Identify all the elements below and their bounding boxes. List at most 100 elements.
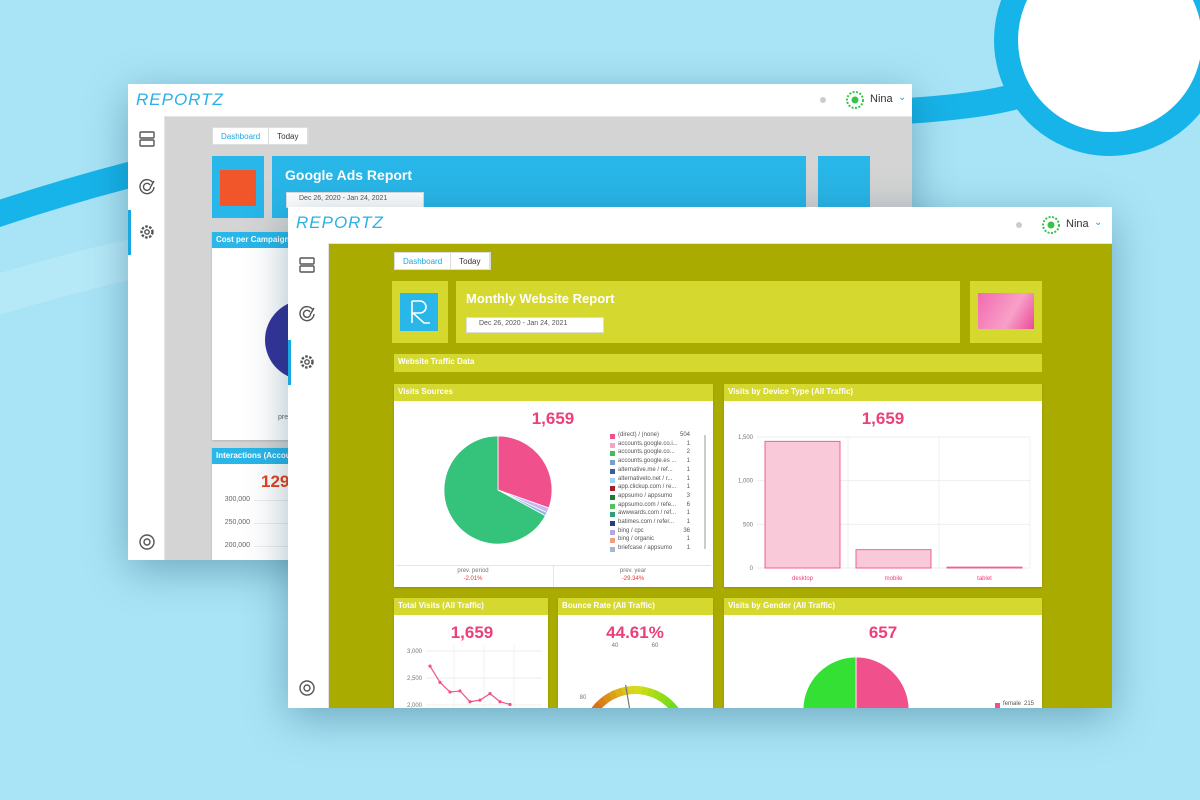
legend-label: accounts.google.co.i... xyxy=(618,440,678,447)
gauge-band xyxy=(592,701,603,708)
header xyxy=(128,84,912,117)
pie-slice xyxy=(497,435,553,509)
kpi-value: 1,659 xyxy=(861,409,905,428)
legend-label: bing / organic xyxy=(618,536,655,543)
bar xyxy=(764,440,841,569)
sidebar-icon xyxy=(140,225,154,239)
gauge-band xyxy=(602,692,613,704)
user-menu-chevron[interactable]: ⌄ xyxy=(898,92,907,103)
footer-label: prev. year xyxy=(619,568,647,574)
sidebar-icon xyxy=(299,305,315,322)
y-tick-label: 300,000 xyxy=(224,496,250,503)
legend-value: 1 xyxy=(686,475,690,482)
gauge-band xyxy=(652,690,663,701)
x-tick-label: mobile xyxy=(885,576,903,582)
legend-swatch xyxy=(610,468,615,474)
user-menu-chevron[interactable]: ⌄ xyxy=(1094,217,1103,228)
sidebar-icon xyxy=(139,178,155,195)
legend-label: bing / cpc xyxy=(618,527,644,534)
panel-header: Bounce Rate (All Traffic) xyxy=(558,598,713,615)
gauge-band xyxy=(596,696,608,708)
tab[interactable]: Dashboard xyxy=(213,128,270,144)
point xyxy=(508,702,512,707)
tab[interactable]: Dashboard xyxy=(395,253,452,269)
panel-header: Visits Sources xyxy=(394,384,713,401)
gauge-band xyxy=(662,697,674,708)
icon-shape xyxy=(143,538,151,546)
legend-swatch xyxy=(610,434,615,439)
legend-swatch xyxy=(610,477,615,483)
logo: REPORTZ xyxy=(136,90,224,109)
avatar xyxy=(846,91,864,109)
panel-header: Visits by Device Type (All Traffic) xyxy=(724,384,1042,401)
y-tick-label: 200,000 xyxy=(224,542,250,549)
line xyxy=(429,665,511,706)
point xyxy=(428,664,432,668)
user-name[interactable]: Nina xyxy=(870,93,893,105)
gauge-band xyxy=(646,687,657,698)
date-range[interactable]: Dec 26, 2020 - Jan 24, 2021 xyxy=(286,192,424,208)
legend-value: 1 xyxy=(686,484,690,491)
pie-slice xyxy=(443,435,547,545)
date-range[interactable]: Dec 26, 2020 - Jan 24, 2021 xyxy=(466,317,604,333)
avatar-core xyxy=(1047,221,1055,229)
section-header: Website Traffic Data xyxy=(394,354,1042,372)
legend-swatch xyxy=(610,486,615,492)
point xyxy=(438,680,442,684)
legend-label: briefcase / appsumo xyxy=(618,545,673,552)
y-tick-label: 1,500 xyxy=(738,435,754,441)
brand-logo xyxy=(400,293,438,331)
legend-label: (direct) / (none) xyxy=(618,432,660,438)
icon-shape xyxy=(299,265,315,273)
bounce-gauge: 40 60 80 xyxy=(580,643,679,708)
avatar xyxy=(1042,216,1060,234)
legend-label: appsumo / appsumo xyxy=(618,492,673,499)
y-tick-label: 0 xyxy=(750,566,754,572)
legend-swatch xyxy=(610,547,615,553)
legend-swatch xyxy=(610,451,615,457)
legend-value: 1 xyxy=(686,440,690,447)
gauge-band xyxy=(621,686,630,696)
tab[interactable]: Today xyxy=(451,253,490,269)
tab[interactable]: Today xyxy=(269,128,308,144)
pie-slice xyxy=(802,656,857,708)
user-name[interactable]: Nina xyxy=(1066,218,1089,230)
legend-swatch xyxy=(610,529,615,535)
legend-label: accounts.google.co... xyxy=(618,449,675,456)
footer-label: prev. period xyxy=(457,568,489,574)
legend-value: 2 xyxy=(686,449,690,456)
gauge-band xyxy=(667,701,679,708)
point xyxy=(478,698,482,702)
legend-label: alternative.me / ref... xyxy=(618,466,673,473)
kpi-value: 1,659 xyxy=(531,409,575,428)
legend-value: 504 xyxy=(679,432,690,438)
visits-pie xyxy=(443,435,553,545)
y-tick-label: 250,000 xyxy=(224,519,250,526)
legend-scrollbar xyxy=(704,435,706,549)
legend-value: 1 xyxy=(686,519,690,525)
icon-shape xyxy=(299,305,315,322)
legend-label: female xyxy=(1003,701,1022,707)
status-dot xyxy=(820,97,826,103)
gauge-label: 40 xyxy=(612,643,619,649)
legend-value: 1 xyxy=(686,458,690,465)
gauge-band xyxy=(614,687,624,698)
legend-value: 6 xyxy=(686,501,690,508)
legend-label: awwwards.com / ref... xyxy=(618,510,677,517)
y-tick-label: 2,500 xyxy=(407,676,423,682)
kpi-value: 44.61% xyxy=(606,623,664,642)
avatar-core xyxy=(851,96,859,104)
brand-mark-shape xyxy=(410,300,430,324)
icon-shape xyxy=(304,359,310,365)
icon-shape xyxy=(139,178,155,195)
sidebar-icon xyxy=(139,534,155,550)
legend-swatch xyxy=(610,494,615,500)
point xyxy=(448,690,452,694)
ring xyxy=(994,0,1200,156)
point xyxy=(468,700,472,704)
sidebar-icon xyxy=(299,257,315,273)
sidebar-icon xyxy=(299,680,315,696)
pie-slice xyxy=(855,656,910,708)
sidebar-icon xyxy=(300,355,314,369)
